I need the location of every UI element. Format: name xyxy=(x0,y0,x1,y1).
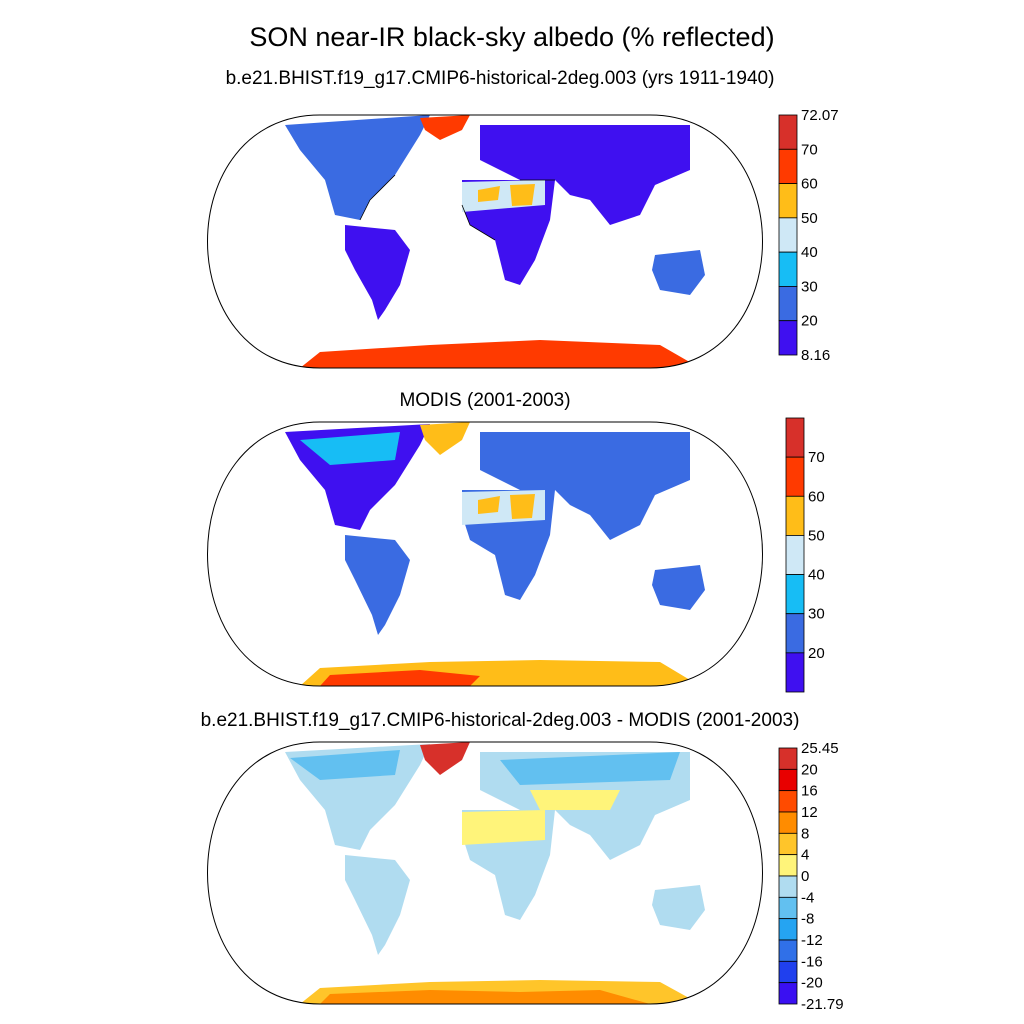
map-outline-3 xyxy=(207,741,763,1005)
figure-title: SON near-IR black-sky albedo (% reflecte… xyxy=(249,22,775,52)
colorbar-3-label: -12 xyxy=(801,932,823,949)
colorbar-3-label: -20 xyxy=(801,975,823,992)
colorbar-3-label: -4 xyxy=(801,889,814,906)
colorbar-3-label: 12 xyxy=(801,804,818,821)
colorbar-2-segment xyxy=(785,652,805,693)
panel-3-title: b.e21.BHIST.f19_g17.CMIP6-historical-2de… xyxy=(200,710,800,731)
colorbar-1-segment xyxy=(778,320,798,356)
colorbar-3-segment xyxy=(778,747,798,770)
panel-2-title: MODIS (2001-2003) xyxy=(399,390,571,411)
colorbar-1-segment xyxy=(778,183,798,219)
panel-1-title: b.e21.BHIST.f19_g17.CMIP6-historical-2de… xyxy=(225,68,775,89)
colorbar-2-segment xyxy=(785,535,805,575)
colorbar-2-segment xyxy=(785,574,805,615)
colorbar-1-segment xyxy=(778,286,798,322)
south-america-land xyxy=(345,855,410,955)
eurasia-land xyxy=(480,125,690,225)
colorbar-1-label: 60 xyxy=(801,176,818,193)
colorbar-1: 72.07 70 60 50 40 30 20 8.16 xyxy=(778,107,839,364)
eurasia-land xyxy=(480,752,690,860)
colorbar-2-label: 40 xyxy=(808,567,825,584)
north-america-land xyxy=(285,424,430,530)
colorbar-3-segment xyxy=(778,790,798,813)
colorbar-3-segment xyxy=(778,960,798,984)
map-outline-2 xyxy=(207,421,763,687)
eurasia-land xyxy=(480,432,690,540)
greenland-land xyxy=(420,422,470,455)
colorbar-2-label: 70 xyxy=(808,449,825,466)
colorbar-1-segment xyxy=(778,217,798,253)
africa-land xyxy=(462,810,555,920)
colorbar-1-segment xyxy=(778,148,798,184)
colorbar-3: 25.45 20 16 12 8 4 0 -4 -8 -12 -16 -20 -21.79 xyxy=(778,740,844,1013)
colorbar-3-label: 25.45 xyxy=(801,740,839,757)
colorbar-1-label: 30 xyxy=(801,278,818,295)
colorbar-3-label: -16 xyxy=(801,953,823,970)
colorbar-2-label: 50 xyxy=(808,527,825,544)
colorbar-3-label: 16 xyxy=(801,783,818,800)
colorbar-2-segment xyxy=(785,613,805,654)
colorbar-3-label: 4 xyxy=(801,847,809,864)
colorbar-2-label: 60 xyxy=(808,488,825,505)
colorbar-3-label: 0 xyxy=(801,868,809,885)
colorbar-1-label: 40 xyxy=(801,244,818,261)
map-outline-1 xyxy=(207,114,763,369)
south-america-land xyxy=(345,225,410,320)
colorbar-2-label: 20 xyxy=(808,645,825,662)
colorbar-3-segment xyxy=(778,832,798,856)
colorbar-1-label: 72.07 xyxy=(801,107,839,124)
colorbar-3-segment xyxy=(778,854,798,877)
sahara-land xyxy=(462,180,545,212)
antarctica-land xyxy=(300,660,700,686)
map-panel-1 xyxy=(285,115,705,368)
map-panel-2 xyxy=(285,422,705,686)
north-america-land xyxy=(285,744,430,850)
coastlines xyxy=(359,174,555,241)
australia-land xyxy=(652,885,705,930)
antarctica-land xyxy=(300,980,700,1004)
colorbar-1-label: 50 xyxy=(801,210,818,227)
colorbar-3-segment xyxy=(778,768,798,792)
colorbar-1-segment xyxy=(778,114,798,150)
colorbar-2-segment xyxy=(785,417,805,458)
colorbar-1-label: 20 xyxy=(801,313,818,330)
australia-land xyxy=(652,250,705,295)
colorbar-3-segment xyxy=(778,896,798,920)
colorbar-3-label: -21.79 xyxy=(801,996,844,1013)
south-america-land xyxy=(345,535,410,635)
sahara-land xyxy=(462,490,545,525)
greenland-land xyxy=(420,115,470,140)
map-panel-3 xyxy=(285,742,705,1004)
colorbar-2: 70 60 50 40 30 20 xyxy=(785,417,825,693)
colorbar-3-segment xyxy=(778,918,798,941)
australia-land xyxy=(652,565,705,610)
colorbar-1-label: 70 xyxy=(801,141,818,158)
colorbar-3-segment xyxy=(778,982,798,1005)
colorbar-3-label: 8 xyxy=(801,825,809,842)
antarctica-land xyxy=(300,340,700,368)
north-america-land xyxy=(285,115,430,220)
colorbar-3-segment xyxy=(778,939,798,962)
colorbar-3-label: 20 xyxy=(801,761,818,778)
colorbar-2-label: 30 xyxy=(808,606,825,623)
colorbar-3-segment xyxy=(778,811,798,834)
colorbar-1-label: 8.16 xyxy=(801,347,830,364)
colorbar-3-label: -8 xyxy=(801,911,814,928)
colorbar-1-segment xyxy=(778,251,798,287)
colorbar-3-segment xyxy=(778,875,798,898)
colorbar-2-segment xyxy=(785,495,805,536)
colorbar-2-segment xyxy=(785,456,805,497)
greenland-land xyxy=(420,742,470,775)
